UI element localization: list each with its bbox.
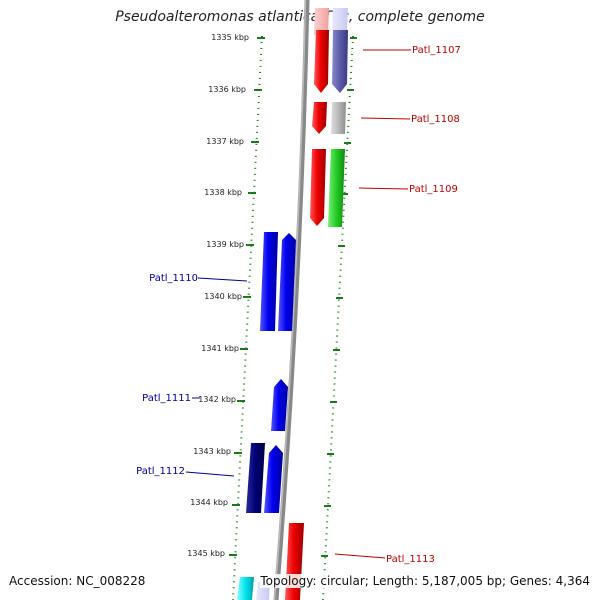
gene-label-patl-1113[interactable]: Patl_1113 xyxy=(386,554,435,565)
gene-label-patl-1111[interactable]: Patl_1111 xyxy=(142,393,191,404)
gene-arrow-cyan xyxy=(237,577,254,600)
gene-arrow-faint-pink xyxy=(314,8,329,35)
kbp-label: 1336 kbp xyxy=(208,85,246,94)
gene-arrow-patl-1113 xyxy=(285,523,304,600)
kbp-label: 1339 kbp xyxy=(206,240,244,249)
map-title: Pseudoalteromonas atlantica T6c, complet… xyxy=(115,9,485,25)
gene-arrow-patl-1110-b xyxy=(278,233,296,331)
kbp-label: 1343 kbp xyxy=(193,447,231,456)
gene-arrow-patl-1110-a xyxy=(260,232,278,331)
gene-arrow-patl-1111 xyxy=(271,379,288,431)
kbp-label: 1341 kbp xyxy=(201,344,239,353)
left-ruler-ticks: 1335 kbp 1336 kbp 1337 kbp 1338 kbp 1339… xyxy=(187,33,265,558)
kbp-label: 1338 kbp xyxy=(204,188,242,197)
gene-label-patl-1112[interactable]: Patl_1112 xyxy=(136,466,185,477)
gene-arrow-patl-1108 xyxy=(312,102,327,134)
accession-text: Accession: NC_008228 xyxy=(9,574,146,588)
gene-label-patl-1109[interactable]: Patl_1109 xyxy=(409,184,458,195)
kbp-label: 1335 kbp xyxy=(211,33,249,42)
kbp-label: 1340 kbp xyxy=(204,292,242,301)
gene-arrow-patl-1109 xyxy=(310,149,326,226)
gene-arrow-patl-1112-blue xyxy=(264,445,283,513)
kbp-label: 1342 kbp xyxy=(198,395,236,404)
kbp-label: 1337 kbp xyxy=(206,137,244,146)
gene-arrow-gray xyxy=(331,102,346,134)
gene-arrow-patl-1112-navy xyxy=(246,443,265,513)
topology-text: Topology: circular; Length: 5,187,005 bp… xyxy=(260,574,590,588)
kbp-label: 1344 kbp xyxy=(190,498,228,507)
backbone-line xyxy=(273,0,310,600)
left-ruler xyxy=(232,35,263,600)
right-ruler-ticks xyxy=(321,37,357,557)
backbone-highlight xyxy=(273,0,307,600)
right-ruler xyxy=(322,35,354,600)
kbp-label: 1345 kbp xyxy=(187,549,225,558)
gene-arrow-patl-1107 xyxy=(314,30,329,93)
gene-arrow-slate xyxy=(332,30,348,93)
leader-lines xyxy=(185,49,411,559)
gene-label-patl-1110[interactable]: Patl_1110 xyxy=(149,273,198,284)
gene-label-patl-1107[interactable]: Patl_1107 xyxy=(412,45,461,56)
gene-arrow-faint-lavender xyxy=(332,8,348,30)
gene-label-patl-1108[interactable]: Patl_1108 xyxy=(411,114,460,125)
gene-arrow-green xyxy=(328,149,345,227)
